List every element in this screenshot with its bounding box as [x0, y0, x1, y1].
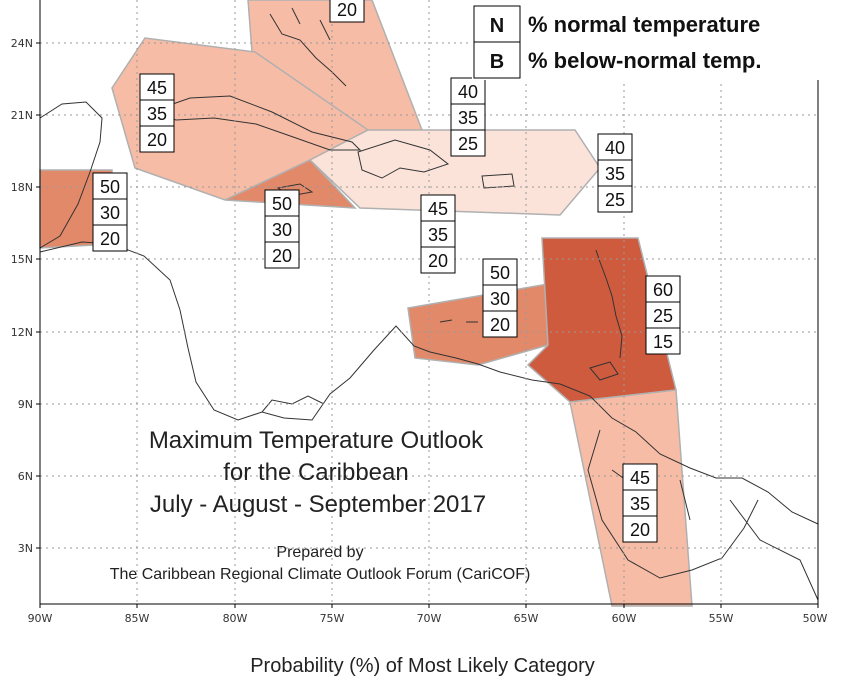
probability-value: 60 [653, 280, 673, 300]
lat-label: 15N [11, 253, 33, 266]
legend-key-box [473, 5, 521, 43]
probability-value: 15 [653, 332, 673, 352]
legend-label-normal: % normal temperature [528, 12, 760, 37]
footer-caption: Probability (%) of Most Likely Category [250, 655, 595, 677]
lon-label: 75W [320, 612, 345, 625]
lat-label: 3N [18, 542, 33, 555]
hispaniola-coast [357, 139, 450, 179]
probability-value: 35 [605, 164, 625, 184]
longitude-labels: 90W 85W 80W 75W 70W 65W 60W 55W 50W [28, 612, 828, 625]
probability-box-abc-islands: 50 30 20 [482, 258, 518, 338]
probability-value: 45 [147, 78, 167, 98]
probability-value: 20 [490, 315, 510, 335]
lat-label: 24N [11, 37, 33, 50]
organization: The Caribbean Regional Climate Outlook F… [110, 566, 531, 583]
title-line-1: Maximum Temperature Outlook [149, 427, 484, 454]
probability-value: 20 [337, 0, 357, 20]
lon-label: 85W [125, 612, 150, 625]
lon-label: 60W [612, 612, 637, 625]
prepared-by: Prepared by [276, 544, 363, 561]
legend-label-below: % below-normal temp. [528, 48, 761, 73]
probability-value: 35 [147, 104, 167, 124]
lon-label: 50W [803, 612, 828, 625]
title-line-2: for the Caribbean [223, 459, 408, 486]
cuba-coast [148, 95, 362, 151]
bahamas-coast [269, 7, 347, 87]
probability-box-leeward: 40 35 25 [597, 133, 633, 213]
probability-box-caribbean-sea: 45 35 20 [420, 194, 456, 274]
probability-value: 35 [428, 225, 448, 245]
lat-label: 12N [11, 326, 33, 339]
probability-value: 25 [605, 190, 625, 210]
probability-value: 45 [428, 199, 448, 219]
probability-value: 45 [630, 468, 650, 488]
probability-value: 25 [653, 306, 673, 326]
probability-box-hispaniola: 40 35 25 [450, 77, 486, 157]
yucatan-coast [39, 101, 103, 249]
legend-key-below: B [490, 51, 504, 73]
probability-value: 20 [147, 130, 167, 150]
lat-label: 21N [11, 109, 33, 122]
coastlines [39, 7, 819, 601]
map-title: Maximum Temperature Outlook for the Cari… [110, 427, 531, 583]
probability-value: 50 [100, 177, 120, 197]
lat-label: 9N [18, 398, 33, 411]
latitude-labels: 24N 21N 18N 15N 12N 9N 6N 3N [11, 37, 33, 555]
probability-box-jamaica: 50 30 20 [264, 189, 300, 269]
probability-box-bahamas: 20 [329, 0, 365, 23]
south-america-coast [559, 383, 819, 525]
probability-value: 50 [490, 263, 510, 283]
legend-key-box [473, 41, 521, 79]
probability-value: 35 [458, 108, 478, 128]
probability-value: 30 [272, 220, 292, 240]
probability-box-cuba: 45 35 20 [139, 73, 175, 153]
central-america-coast [39, 241, 561, 421]
probability-value: 20 [428, 251, 448, 271]
lesser-antilles [595, 249, 623, 359]
probability-value: 20 [100, 229, 120, 249]
axis-ticks [36, 42, 819, 608]
legend: N B % normal temperature % below-normal … [472, 0, 826, 80]
lon-label: 90W [28, 612, 53, 625]
lon-label: 65W [514, 612, 539, 625]
probability-value: 20 [630, 520, 650, 540]
legend-key-normal: N [490, 15, 504, 37]
probability-value: 20 [272, 246, 292, 266]
probability-value: 50 [272, 194, 292, 214]
probability-box-windward: 60 25 15 [645, 275, 681, 355]
lon-label: 80W [223, 612, 248, 625]
lat-label: 18N [11, 181, 33, 194]
puerto-rico-coast [481, 173, 515, 189]
probability-box-guianas: 45 35 20 [622, 463, 658, 543]
probability-box-belize: 50 30 20 [92, 172, 128, 252]
lon-label: 70W [417, 612, 442, 625]
probability-value: 25 [458, 134, 478, 154]
trinidad-coast [589, 361, 619, 381]
lon-label: 55W [709, 612, 734, 625]
lat-label: 6N [18, 470, 33, 483]
probability-value: 40 [605, 138, 625, 158]
probability-value: 35 [630, 494, 650, 514]
probability-value: 40 [458, 82, 478, 102]
probability-value: 30 [490, 289, 510, 309]
probability-value: 30 [100, 203, 120, 223]
title-line-3: July - August - September 2017 [150, 491, 486, 518]
